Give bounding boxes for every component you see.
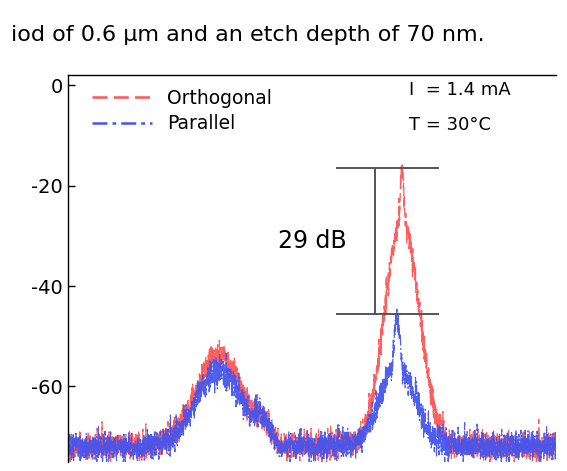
Legend: Orthogonal, Parallel: Orthogonal, Parallel	[92, 89, 272, 133]
Text: T = 30°C: T = 30°C	[409, 116, 492, 134]
Text: I  = 1.4 mA: I = 1.4 mA	[409, 81, 511, 99]
Text: 29 dB: 29 dB	[278, 229, 346, 253]
Text: iod of 0.6 μm and an etch depth of 70 nm.: iod of 0.6 μm and an etch depth of 70 nm…	[11, 25, 485, 45]
